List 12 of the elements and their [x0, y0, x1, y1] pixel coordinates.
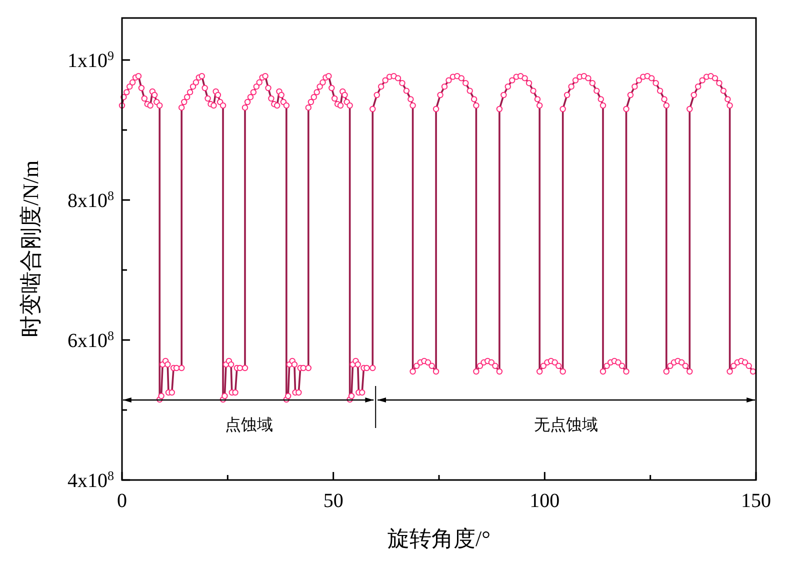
y-axis-title: 时变啮合刚度/N/m	[18, 160, 43, 338]
annotation: 无点蚀域	[534, 416, 598, 434]
y-tick-label: 4x10$^{8}$	[68, 468, 114, 492]
x-tick-label: 0	[117, 490, 127, 512]
annotation: 点蚀域	[224, 416, 273, 434]
y-tick-label: 8x10$^{8}$	[68, 188, 114, 212]
x-tick-label: 150	[741, 490, 771, 512]
x-tick-label: 50	[323, 490, 344, 512]
y-tick-label: 1x10$^{9}$	[68, 48, 114, 72]
y-tick-label: 6x10$^{8}$	[68, 328, 114, 352]
x-axis-title: 旋转角度/°	[388, 526, 490, 551]
x-tick-label: 100	[530, 490, 560, 512]
